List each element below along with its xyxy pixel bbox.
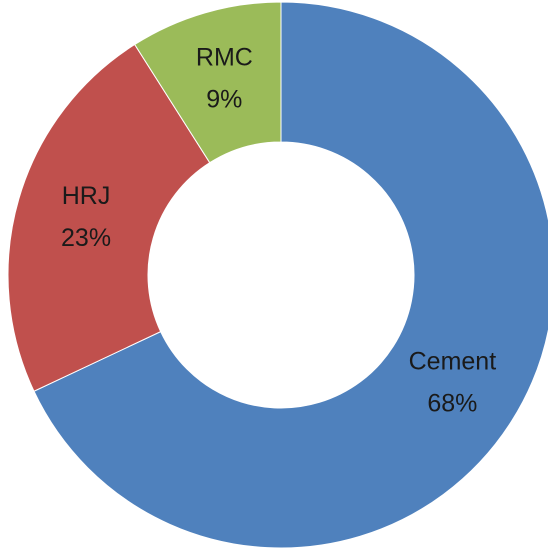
donut-slice — [134, 1, 282, 164]
slice-value-label: 23% — [61, 224, 111, 252]
donut-slice — [33, 1, 548, 549]
donut-slice — [7, 43, 211, 392]
slice-category-label: RMC — [196, 44, 253, 72]
slice-category-label: HRJ — [62, 182, 111, 210]
slice-value-label: 9% — [206, 86, 242, 114]
slice-category-label: Cement — [409, 347, 497, 375]
slice-value-label: 68% — [427, 389, 477, 417]
